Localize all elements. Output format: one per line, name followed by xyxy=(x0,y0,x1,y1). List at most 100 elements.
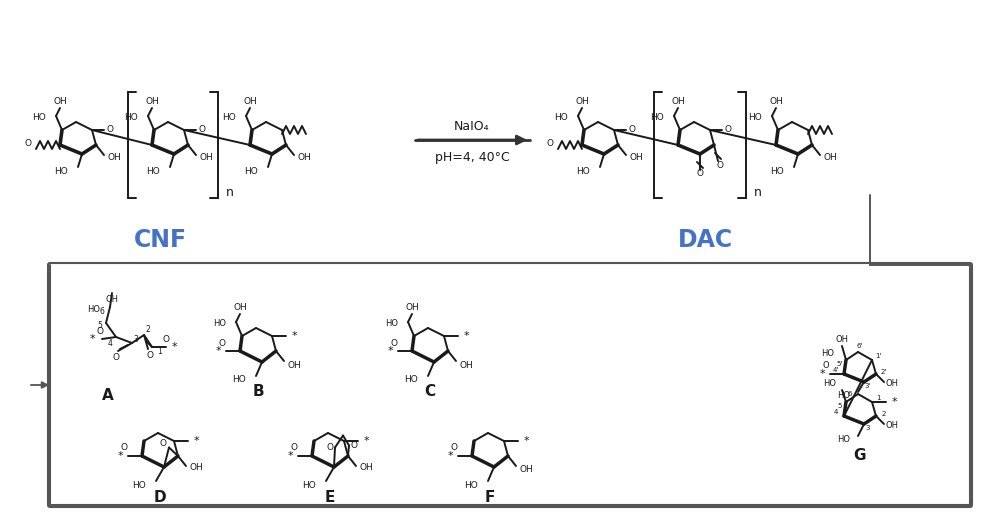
Text: *: * xyxy=(215,346,221,356)
Text: O: O xyxy=(160,439,166,448)
Text: HO: HO xyxy=(87,305,100,313)
Text: pH=4, 40°C: pH=4, 40°C xyxy=(435,151,509,163)
Text: HO: HO xyxy=(748,114,762,122)
Text: O: O xyxy=(146,351,154,359)
Text: HO: HO xyxy=(404,375,418,385)
Text: HO: HO xyxy=(821,350,834,358)
Text: O: O xyxy=(162,334,170,344)
Text: O: O xyxy=(823,361,829,371)
Text: *: * xyxy=(291,331,297,341)
Text: OH: OH xyxy=(459,360,473,370)
Text: B: B xyxy=(252,385,264,399)
Text: D: D xyxy=(154,489,166,504)
Text: O: O xyxy=(629,125,636,135)
Text: 4: 4 xyxy=(107,338,112,348)
Text: *: * xyxy=(387,346,393,356)
Text: HO: HO xyxy=(464,480,478,489)
Text: OH: OH xyxy=(519,465,533,475)
Text: HO: HO xyxy=(385,319,398,329)
Text: O: O xyxy=(106,125,114,135)
Text: HO: HO xyxy=(132,480,146,489)
Text: OH: OH xyxy=(297,154,311,162)
Text: O: O xyxy=(351,441,358,450)
Text: O: O xyxy=(112,352,120,361)
Text: n: n xyxy=(226,185,234,199)
Text: HO: HO xyxy=(32,114,46,122)
Text: OH: OH xyxy=(769,96,783,105)
Text: *: * xyxy=(523,436,529,446)
Text: 1': 1' xyxy=(875,353,881,359)
Text: OH: OH xyxy=(233,303,247,311)
Text: OH: OH xyxy=(243,96,257,105)
Text: 6: 6 xyxy=(848,391,852,397)
Text: 3': 3' xyxy=(865,383,871,389)
Text: 5: 5 xyxy=(838,403,842,409)
Text: 6': 6' xyxy=(857,343,863,349)
Text: HO: HO xyxy=(54,167,68,177)
Text: 5: 5 xyxy=(97,321,102,330)
Text: NaIO₄: NaIO₄ xyxy=(454,119,490,133)
Text: HO: HO xyxy=(146,167,160,177)
Text: HO: HO xyxy=(222,114,236,122)
Text: O: O xyxy=(716,160,724,169)
Text: OH: OH xyxy=(405,303,419,311)
FancyBboxPatch shape xyxy=(48,263,972,507)
Text: OH: OH xyxy=(107,154,121,162)
Text: OH: OH xyxy=(671,96,685,105)
Text: *: * xyxy=(463,331,469,341)
Text: C: C xyxy=(424,385,436,399)
Text: *: * xyxy=(363,436,369,446)
Text: *: * xyxy=(193,436,199,446)
Text: HO: HO xyxy=(232,375,246,385)
Text: O: O xyxy=(198,125,206,135)
Text: DAC: DAC xyxy=(677,228,733,252)
Text: O: O xyxy=(96,327,104,335)
Text: n: n xyxy=(754,185,762,199)
Text: HO: HO xyxy=(770,167,784,177)
Text: A: A xyxy=(102,388,114,402)
Text: *: * xyxy=(117,451,123,461)
Text: E: E xyxy=(325,489,335,504)
Text: 2': 2' xyxy=(881,369,887,375)
Text: HO: HO xyxy=(823,379,836,389)
Text: 2: 2 xyxy=(146,325,150,333)
Text: O: O xyxy=(120,443,128,453)
Text: *: * xyxy=(819,369,825,379)
Text: OH: OH xyxy=(575,96,589,105)
Text: OH: OH xyxy=(886,421,898,431)
Text: 1: 1 xyxy=(158,347,162,355)
Text: O: O xyxy=(724,125,732,135)
Text: HO: HO xyxy=(124,114,138,122)
Text: HO: HO xyxy=(837,392,850,400)
Text: *: * xyxy=(287,451,293,461)
Text: *: * xyxy=(891,397,897,407)
Text: O: O xyxy=(218,338,226,348)
Text: HO: HO xyxy=(554,114,568,122)
Text: 4': 4' xyxy=(833,367,839,373)
Text: 5': 5' xyxy=(837,361,843,367)
Text: CNF: CNF xyxy=(133,228,187,252)
Text: OH: OH xyxy=(629,154,643,162)
Text: O: O xyxy=(24,139,32,147)
Text: 4: 4 xyxy=(834,409,838,415)
Text: HO: HO xyxy=(213,319,226,329)
Text: 1: 1 xyxy=(876,395,880,401)
Text: O: O xyxy=(390,338,398,348)
Text: 6: 6 xyxy=(99,307,104,315)
Text: 3: 3 xyxy=(866,425,870,431)
Text: OH: OH xyxy=(53,96,67,105)
Text: OH: OH xyxy=(836,335,848,345)
Text: O: O xyxy=(326,443,334,452)
Text: OH: OH xyxy=(106,294,119,304)
Text: HO: HO xyxy=(302,480,316,489)
Text: *: * xyxy=(447,451,453,461)
Text: *: * xyxy=(171,342,177,352)
Text: G: G xyxy=(854,447,866,462)
Text: O: O xyxy=(290,443,298,453)
Text: HO: HO xyxy=(650,114,664,122)
Text: O: O xyxy=(450,443,458,453)
Text: 2: 2 xyxy=(882,411,886,417)
Text: O: O xyxy=(546,139,554,147)
Text: 3: 3 xyxy=(134,334,138,344)
Text: *: * xyxy=(89,334,95,344)
